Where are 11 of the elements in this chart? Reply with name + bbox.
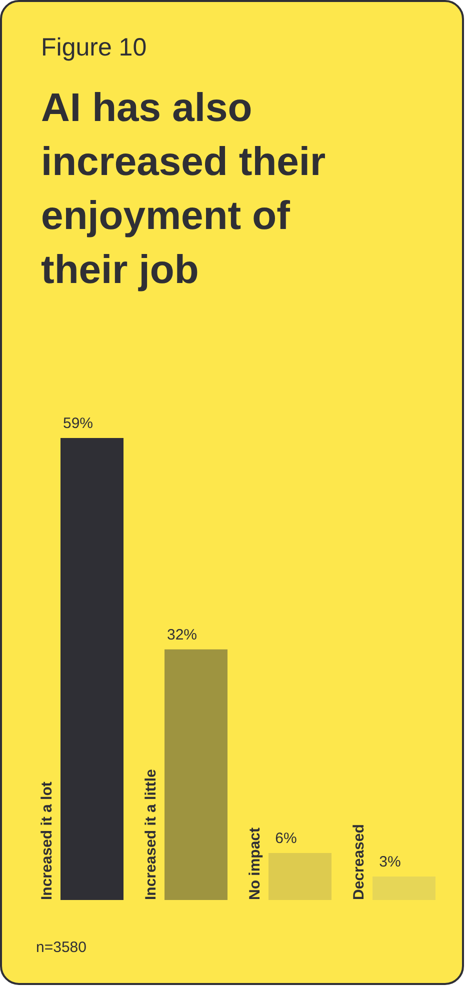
data-label: 3% (379, 854, 401, 871)
x-tick-label: Increased it a little (142, 769, 160, 900)
text: n=3580 (36, 939, 86, 956)
data-label: 32% (166, 626, 198, 644)
data-label: 6% (275, 830, 297, 848)
chart-title: AI has also increased their enjoyment of their job (41, 86, 337, 292)
x-tick-label: Increased it a lot (38, 782, 56, 900)
x-tick-label: Decreased (350, 824, 368, 900)
x-tick-label: No impact (246, 827, 264, 900)
chart-subtitle: Figure 10 (41, 34, 147, 62)
data-label: 59% (62, 415, 94, 432)
